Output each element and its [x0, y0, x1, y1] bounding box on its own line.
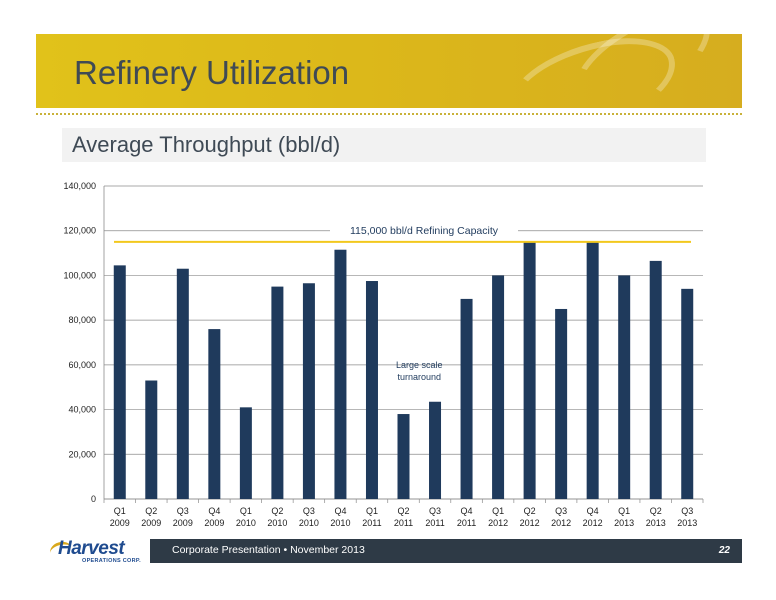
x-tick-label: 2011 — [457, 518, 476, 528]
x-tick-label: Q1 — [114, 506, 126, 516]
y-tick-label: 60,000 — [68, 360, 96, 370]
slide-title: Refinery Utilization — [74, 54, 350, 91]
title-banner: Refinery Utilization — [36, 34, 742, 108]
x-tick-label: Q3 — [303, 506, 315, 516]
annotation-text: Large scale — [396, 360, 443, 370]
x-tick-label: 2010 — [299, 518, 319, 528]
x-tick-label: 2009 — [141, 518, 161, 528]
y-tick-label: 40,000 — [68, 405, 96, 415]
x-tick-label: 2010 — [236, 518, 256, 528]
bar — [523, 241, 536, 499]
bar — [649, 260, 662, 499]
x-tick-label: 2011 — [394, 518, 413, 528]
footer-text: Corporate Presentation • November 2013 — [172, 544, 365, 556]
dotted-divider — [36, 113, 742, 115]
x-tick-label: Q2 — [397, 506, 409, 516]
bar — [334, 249, 347, 499]
bar — [555, 308, 568, 499]
bar — [429, 401, 442, 499]
page-number: 22 — [718, 545, 730, 556]
bar — [208, 329, 221, 499]
y-tick-label: 20,000 — [68, 449, 96, 459]
y-tick-label: 120,000 — [63, 226, 96, 236]
bar — [365, 281, 378, 499]
x-tick-label: 2009 — [173, 518, 193, 528]
x-tick-label: Q1 — [240, 506, 252, 516]
bar — [113, 265, 126, 499]
x-tick-label: 2011 — [425, 518, 444, 528]
footer-bar: Corporate Presentation • November 2013 2… — [150, 539, 742, 563]
chart-subtitle: Average Throughput (bbl/d) — [72, 132, 341, 157]
x-tick-label: 2009 — [110, 518, 130, 528]
x-tick-label: Q3 — [555, 506, 567, 516]
x-tick-label: 2012 — [488, 518, 508, 528]
bar — [145, 380, 158, 499]
x-tick-label: Q2 — [271, 506, 283, 516]
bar — [397, 414, 410, 499]
x-tick-label: 2010 — [267, 518, 287, 528]
x-tick-label: Q1 — [618, 506, 630, 516]
x-tick-label: 2013 — [677, 518, 697, 528]
bar — [586, 241, 599, 499]
bar — [460, 298, 473, 499]
x-tick-label: Q4 — [461, 506, 473, 516]
bar — [681, 288, 694, 499]
x-tick-label: Q4 — [208, 506, 220, 516]
y-tick-label: 100,000 — [63, 270, 96, 280]
x-tick-label: 2010 — [330, 518, 350, 528]
x-tick-label: Q3 — [681, 506, 693, 516]
x-tick-label: 2012 — [520, 518, 540, 528]
x-tick-label: Q2 — [650, 506, 662, 516]
x-tick-label: 2012 — [551, 518, 571, 528]
x-tick-label: 2013 — [614, 518, 634, 528]
x-tick-label: Q1 — [492, 506, 504, 516]
x-tick-label: 2011 — [362, 518, 381, 528]
bar — [618, 275, 631, 499]
x-tick-label: Q4 — [334, 506, 346, 516]
annotation-text: turnaround — [397, 372, 441, 382]
x-tick-label: Q3 — [429, 506, 441, 516]
y-tick-label: 0 — [91, 494, 96, 504]
x-tick-label: 2009 — [204, 518, 224, 528]
bar — [176, 268, 189, 499]
capacity-label: 115,000 bbl/d Refining Capacity — [350, 225, 499, 237]
logo-wordmark: Harvest — [58, 538, 125, 559]
bar — [492, 275, 505, 499]
subtitle-box: Average Throughput (bbl/d) — [62, 128, 706, 162]
x-tick-label: Q1 — [366, 506, 378, 516]
bar — [239, 407, 252, 499]
y-tick-label: 80,000 — [68, 315, 96, 325]
x-tick-label: 2012 — [583, 518, 603, 528]
x-tick-label: Q3 — [177, 506, 189, 516]
x-tick-label: Q2 — [145, 506, 157, 516]
x-tick-label: Q4 — [587, 506, 599, 516]
y-tick-label: 140,000 — [63, 181, 96, 191]
bar — [271, 286, 284, 499]
bar — [302, 283, 315, 499]
x-tick-label: 2013 — [646, 518, 666, 528]
logo-subtext: OPERATIONS CORP. — [82, 558, 141, 564]
capacity-label-bg — [330, 222, 518, 237]
x-tick-label: Q2 — [524, 506, 536, 516]
harvest-logo: Harvest OPERATIONS CORP. — [48, 536, 150, 566]
